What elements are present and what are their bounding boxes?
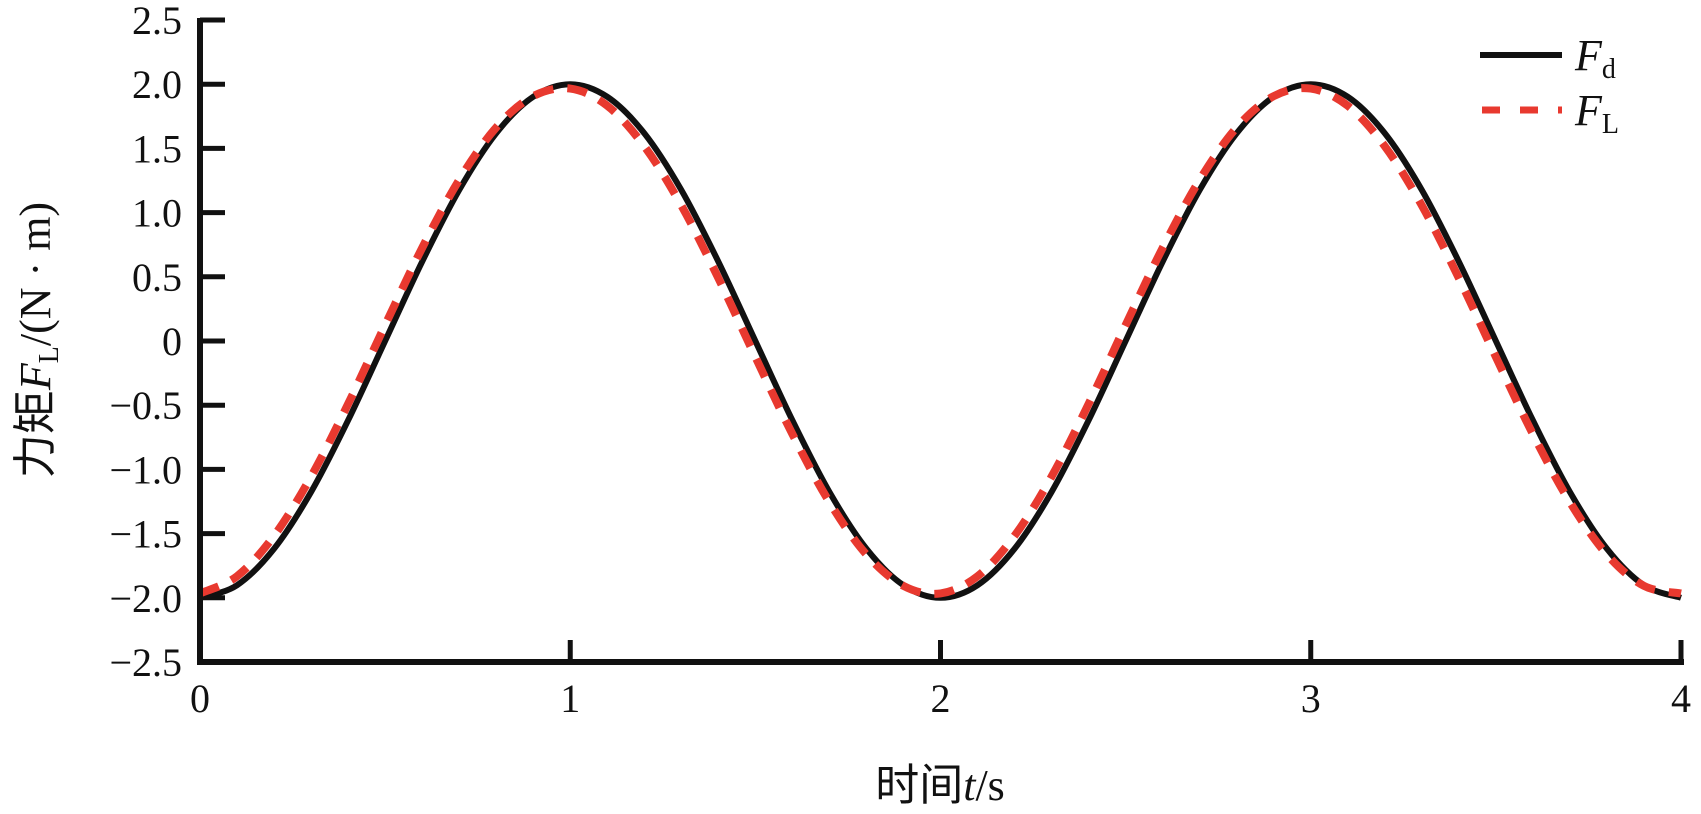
y-tick-label: 0.5 bbox=[132, 255, 182, 300]
legend: Fd FL bbox=[1480, 31, 1619, 140]
y-tick-label: −1.0 bbox=[109, 447, 182, 492]
series-lines bbox=[198, 81, 1682, 601]
x-tick-label: 1 bbox=[560, 676, 580, 721]
series-line-d bbox=[199, 81, 1682, 601]
x-tick-label: 0 bbox=[190, 676, 210, 721]
legend-label-fd: Fd bbox=[1574, 31, 1616, 85]
y-tick-label: 0 bbox=[162, 319, 182, 364]
y-tick-label: 2.5 bbox=[132, 0, 182, 43]
y-tick-label: 2.0 bbox=[132, 62, 182, 107]
x-axis-label: 时间t/s bbox=[875, 761, 1005, 810]
y-tick-label: −0.5 bbox=[109, 383, 182, 428]
x-tick-label: 3 bbox=[1301, 676, 1321, 721]
legend-label-fl: FL bbox=[1574, 86, 1619, 140]
y-tick-label: 1.5 bbox=[132, 126, 182, 171]
y-tick-label: −2.5 bbox=[109, 640, 182, 685]
y-tick-label: −1.5 bbox=[109, 512, 182, 557]
x-tick-label: 2 bbox=[931, 676, 951, 721]
axis-ticks: 0 1 2 3 4 2.5 2.0 1.5 1.0 0.5 0 −0.5 −1.0 −1.5 −2.0 −2.… bbox=[109, 0, 1691, 721]
series-line-L bbox=[198, 84, 1682, 598]
y-axis-label: 力矩FL/(N · m) bbox=[11, 202, 65, 478]
y-tick-label: 1.0 bbox=[132, 191, 182, 236]
x-tick-label: 4 bbox=[1671, 676, 1691, 721]
y-tick-label: −2.0 bbox=[109, 576, 182, 621]
